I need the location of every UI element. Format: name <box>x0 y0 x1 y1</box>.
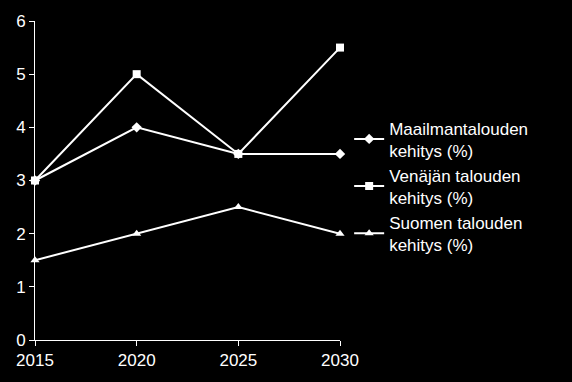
svg-text:5: 5 <box>16 65 25 84</box>
svg-text:Venäjän taloudenkehitys (%): Venäjän taloudenkehitys (%) <box>389 167 520 208</box>
svg-text:3: 3 <box>16 171 25 190</box>
svg-text:2030: 2030 <box>321 351 359 370</box>
svg-text:Suomen taloudenkehitys (%): Suomen taloudenkehitys (%) <box>389 214 522 255</box>
svg-text:4: 4 <box>16 118 25 137</box>
svg-text:Maailmantaloudenkehitys (%): Maailmantaloudenkehitys (%) <box>389 120 528 161</box>
svg-text:2: 2 <box>16 225 25 244</box>
svg-text:2025: 2025 <box>219 351 257 370</box>
svg-text:2015: 2015 <box>16 351 54 370</box>
svg-text:1: 1 <box>16 278 25 297</box>
svg-text:2020: 2020 <box>118 351 156 370</box>
svg-text:6: 6 <box>16 12 25 31</box>
svg-text:0: 0 <box>16 331 25 350</box>
